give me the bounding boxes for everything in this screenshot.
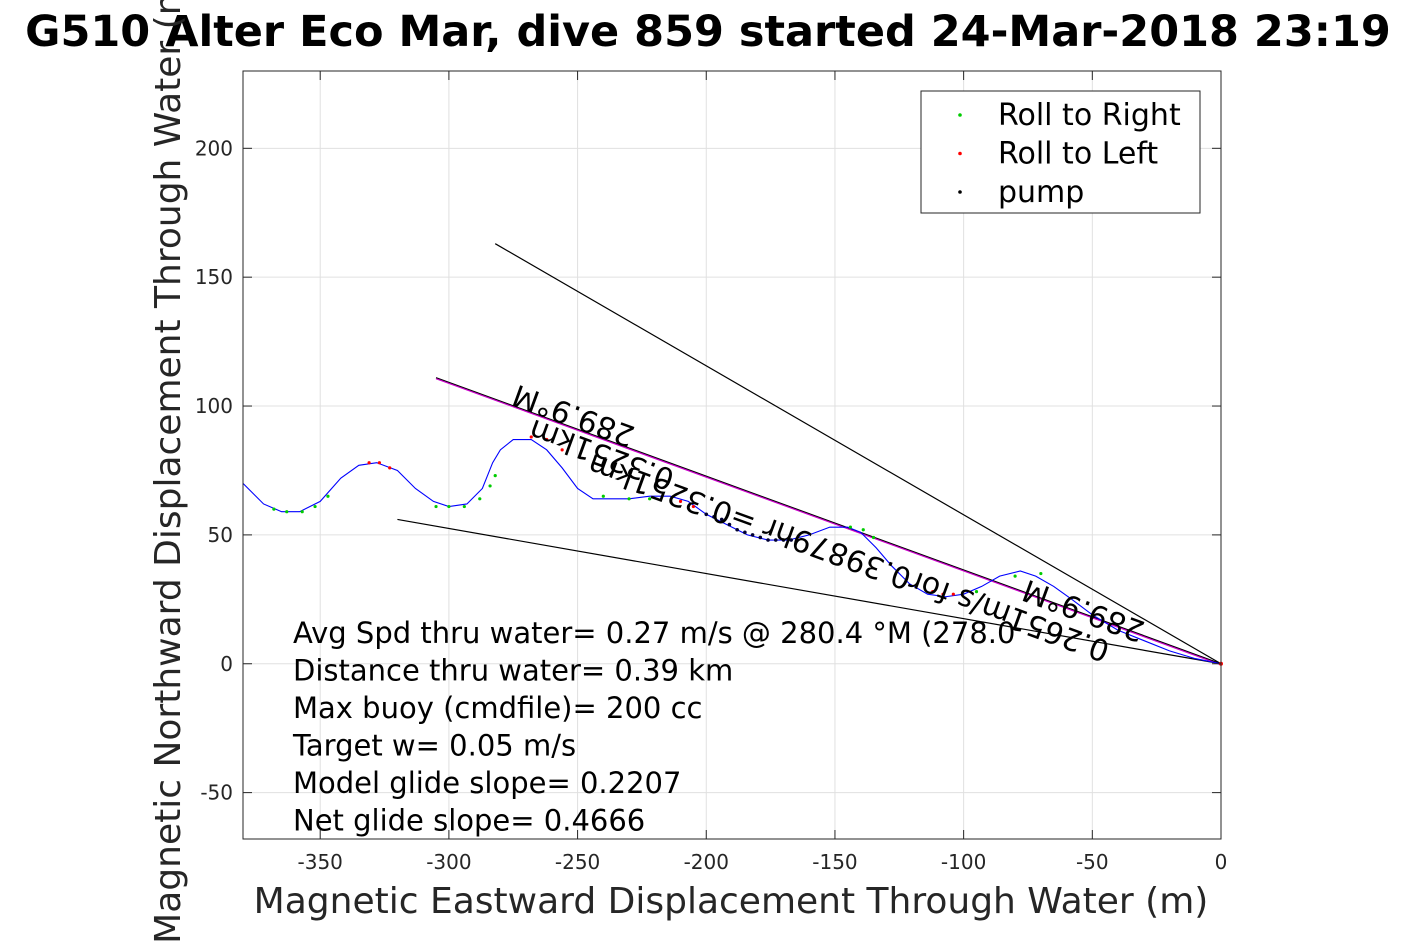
roll-right-point xyxy=(627,497,631,501)
plot-frame xyxy=(242,70,1222,840)
roll-left-point xyxy=(388,466,392,470)
x-tick-label: -250 xyxy=(555,850,600,874)
roll-right-point xyxy=(1013,574,1017,578)
annotation-line: Max buoy (cmdfile)= 200 cc xyxy=(293,691,702,725)
annotation-line: Target w= 0.05 m/s xyxy=(292,729,576,763)
roll-right-point xyxy=(285,510,289,514)
pump-point xyxy=(758,535,763,540)
stats-annotation: Avg Spd thru water= 0.27 m/s @ 280.4 °M … xyxy=(292,616,1015,838)
roll-left-point xyxy=(545,437,549,442)
roll-right-point xyxy=(326,494,330,498)
pump-point xyxy=(735,527,739,532)
pump-point xyxy=(704,512,709,517)
roll-left-point xyxy=(941,592,945,596)
guide-lines xyxy=(397,243,1222,666)
roll-right-point xyxy=(272,507,276,511)
annotation-line: Distance thru water= 0.39 km xyxy=(293,654,733,688)
pump-point xyxy=(781,538,786,542)
roll-right-point xyxy=(447,504,451,509)
x-tick-label: -350 xyxy=(298,850,343,874)
pump-point xyxy=(750,533,755,537)
x-tick-label: -150 xyxy=(812,850,857,874)
legend-box xyxy=(920,90,1201,214)
roll-right-point xyxy=(434,504,438,509)
y-tick-label: 50 xyxy=(208,523,233,547)
legend-label: Roll to Right xyxy=(998,98,1181,133)
x-tick-label: 0 xyxy=(1215,850,1228,874)
x-tick-label: -200 xyxy=(684,850,729,874)
roll-right-point xyxy=(871,535,876,540)
x-tick-label: -100 xyxy=(941,850,986,874)
heading-line-magenta xyxy=(435,378,1222,666)
legend-label: Roll to Left xyxy=(998,137,1158,172)
roll-left-point xyxy=(367,461,371,465)
pump-point xyxy=(766,538,770,542)
roll-right-point xyxy=(861,528,865,532)
pump-point xyxy=(719,517,724,522)
annotation-line: Model glide slope= 0.2207 xyxy=(293,766,681,800)
legend-marker xyxy=(958,113,962,117)
legend-marker xyxy=(958,151,962,156)
roll-right-point xyxy=(313,504,317,509)
axis-ticks: -350 -300 -250 -200 -150 -100 -50 0 -50 0 50 100 150… xyxy=(195,71,1228,874)
roll-right-point xyxy=(848,525,852,529)
y-tick-label: 200 xyxy=(195,136,233,160)
annotation-line: Net glide slope= 0.4666 xyxy=(293,804,645,838)
chart-title: G510 Alter Eco Mar, dive 859 started 24-… xyxy=(25,7,1391,57)
roll-left-point xyxy=(377,461,382,465)
y-tick-label: 0 xyxy=(220,652,233,676)
y-axis-label: Magnetic Northward Displacement Through … xyxy=(148,0,189,944)
guide-line-lower xyxy=(397,518,1222,665)
roll-right-point xyxy=(462,504,466,509)
roll-points xyxy=(272,435,1223,666)
roll-right-point xyxy=(601,494,605,498)
pump-point xyxy=(789,538,793,542)
roll-right-point xyxy=(1039,571,1043,576)
roll-right-point xyxy=(488,484,492,488)
dive-track xyxy=(242,438,1222,665)
roll-left-point xyxy=(951,592,955,596)
roll-left-point xyxy=(931,589,935,594)
y-tick-label: -50 xyxy=(200,781,233,805)
pump-point xyxy=(727,522,732,527)
legend-marker xyxy=(958,190,962,194)
roll-left-point xyxy=(691,504,695,509)
pump-point xyxy=(712,515,716,519)
pump-point xyxy=(743,530,747,535)
roll-left-point xyxy=(678,499,683,503)
roll-left-point xyxy=(560,448,564,452)
roll-right-point xyxy=(648,497,652,501)
x-tick-label: -300 xyxy=(426,850,471,874)
roll-right-point xyxy=(974,589,979,594)
x-tick-label: -50 xyxy=(1076,850,1109,874)
track-line xyxy=(242,438,1222,665)
legend-label: pump xyxy=(998,175,1084,210)
y-tick-label: 150 xyxy=(195,265,233,289)
y-tick-label: 100 xyxy=(195,394,233,418)
roll-left-point xyxy=(529,435,533,439)
heading-line-black xyxy=(435,377,1222,665)
x-axis-label: Magnetic Eastward Displacement Through W… xyxy=(254,881,1209,922)
annotation-line: Avg Spd thru water= 0.27 m/s @ 280.4 °M … xyxy=(293,616,1015,650)
guide-line-upper xyxy=(494,243,1222,665)
roll-right-point xyxy=(300,510,304,514)
roll-right-point xyxy=(478,497,482,501)
roll-right-point xyxy=(493,474,497,478)
pump-point xyxy=(773,538,778,542)
